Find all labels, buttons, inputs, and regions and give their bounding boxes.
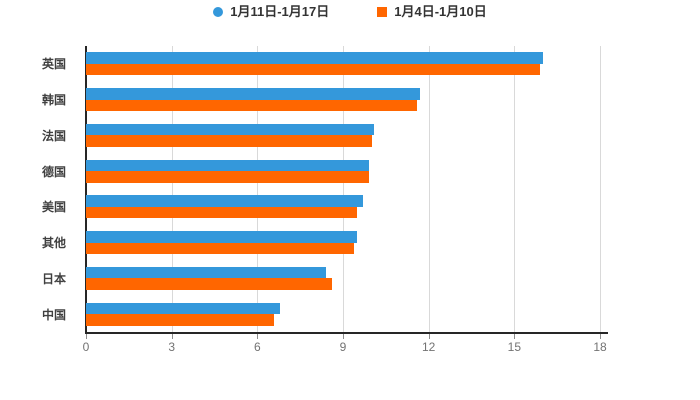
bar-group-德国	[86, 153, 600, 189]
bar-group-中国	[86, 296, 600, 332]
bar-group-日本	[86, 261, 600, 297]
x-tick-label-0: 0	[82, 340, 90, 354]
bar-其他-series1	[86, 231, 358, 243]
legend-item-week2[interactable]: 1月11日-1月17日	[213, 5, 329, 18]
category-label-韩国: 韩国	[41, 93, 66, 108]
gridline-3	[171, 46, 173, 332]
x-tick-12	[428, 334, 430, 339]
category-label-英国: 英国	[41, 57, 66, 72]
category-label-德国: 德国	[41, 164, 66, 179]
bar-法国-series1	[86, 123, 375, 136]
x-tick-3	[171, 334, 173, 339]
legend: 1月11日-1月17日 1月4日-1月10日	[0, 5, 700, 18]
bar-英国-series2	[86, 63, 541, 76]
legend-label-week2: 1月11日-1月17日	[230, 4, 330, 19]
bar-group-英国	[86, 46, 600, 82]
bar-德国-series1	[86, 159, 369, 172]
bar-中国-series2	[86, 314, 275, 326]
bar-韩国-series1	[86, 88, 421, 100]
bar-日本-series2	[86, 278, 332, 290]
category-label-其他: 其他	[41, 236, 66, 251]
bar-韩国-series2	[86, 99, 418, 112]
category-label-法国: 法国	[41, 128, 66, 143]
x-tick-label-9: 9	[339, 340, 347, 354]
bar-中国-series1	[86, 302, 281, 315]
legend-circle-marker-icon	[213, 6, 224, 17]
category-label-中国: 中国	[41, 307, 66, 322]
gridline-18	[600, 46, 601, 332]
bar-英国-series1	[86, 52, 543, 64]
bar-日本-series1	[86, 266, 326, 279]
x-tick-label-18: 18	[593, 340, 607, 354]
x-tick-label-3: 3	[168, 340, 175, 354]
legend-item-week1[interactable]: 1月4日-1月10日	[377, 4, 487, 19]
legend-label-week1: 1月4日-1月10日	[394, 4, 487, 19]
x-tick-9	[343, 334, 344, 339]
plot-area	[86, 46, 601, 332]
x-tick-label-12: 12	[421, 340, 436, 354]
category-label-日本: 日本	[41, 271, 66, 286]
x-tick-18	[600, 334, 601, 339]
x-tick-label-6: 6	[253, 340, 261, 354]
bar-group-其他	[86, 225, 600, 261]
bar-group-法国	[86, 118, 600, 154]
bar-其他-series2	[86, 242, 355, 255]
bar-美国-series1	[86, 195, 363, 207]
gridline-15	[514, 46, 516, 332]
bar-德国-series2	[86, 171, 369, 183]
bar-美国-series2	[86, 206, 358, 219]
x-axis-line	[85, 332, 608, 334]
bar-group-韩国	[86, 82, 600, 118]
y-axis-line	[85, 46, 87, 333]
gridline-9	[343, 46, 344, 332]
x-tick-label-15: 15	[507, 340, 522, 354]
x-tick-15	[514, 334, 516, 339]
bar-group-美国	[86, 189, 600, 225]
category-label-美国: 美国	[41, 200, 66, 215]
legend-square-marker-icon	[377, 6, 388, 17]
gridline-12	[428, 46, 430, 332]
gridline-6	[257, 46, 259, 332]
x-tick-0	[86, 334, 87, 339]
x-tick-6	[257, 334, 259, 339]
category-axis-labels: 英国韩国法国德国美国其他日本中国	[0, 46, 76, 332]
bar-法国-series2	[86, 135, 372, 147]
